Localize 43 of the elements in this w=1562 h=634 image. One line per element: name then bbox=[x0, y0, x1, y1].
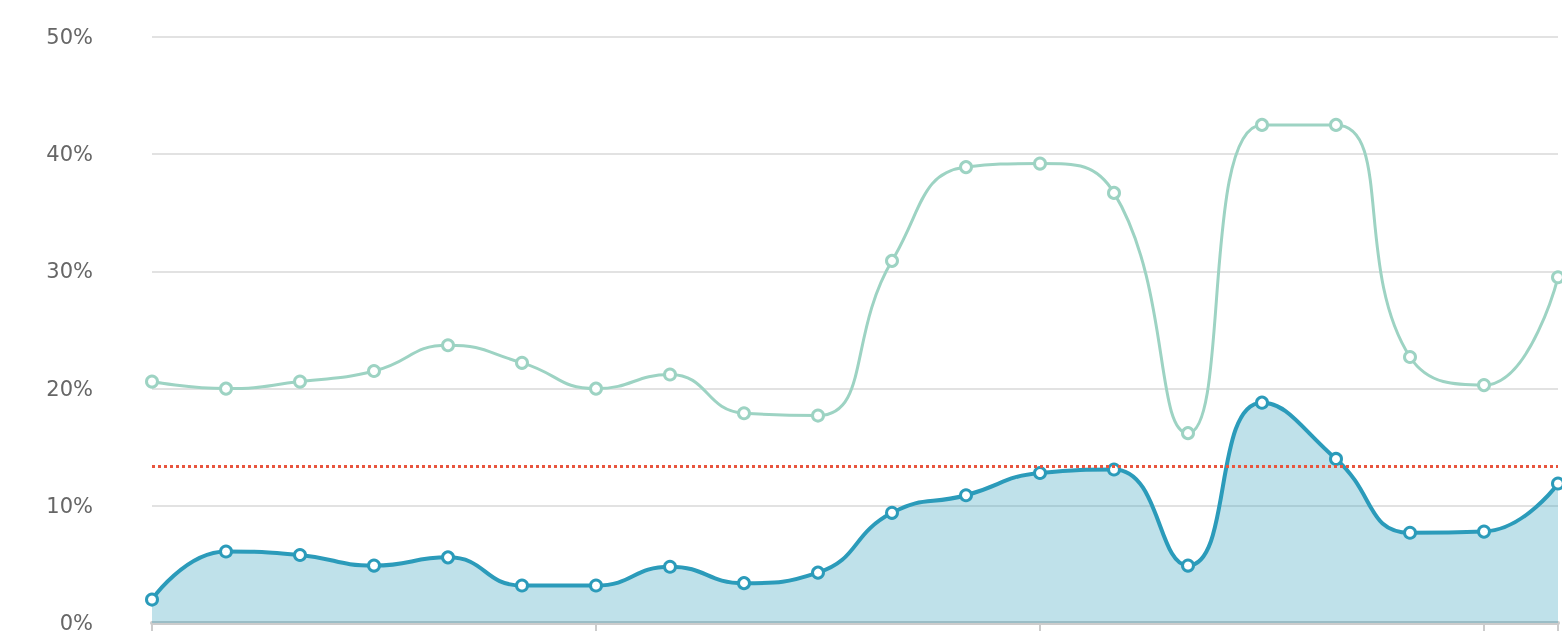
point bbox=[811, 408, 825, 423]
y-tick-label: 40% bbox=[46, 142, 93, 167]
point bbox=[1477, 378, 1491, 393]
point bbox=[441, 338, 455, 353]
point bbox=[1329, 117, 1343, 132]
point bbox=[145, 592, 159, 607]
point bbox=[737, 576, 751, 591]
point bbox=[1255, 117, 1269, 132]
point bbox=[515, 355, 529, 370]
point bbox=[589, 578, 603, 593]
point bbox=[1033, 156, 1047, 171]
y-tick-label: 0% bbox=[59, 611, 93, 634]
point bbox=[1107, 185, 1121, 200]
point bbox=[959, 488, 973, 503]
point bbox=[145, 374, 159, 389]
point bbox=[959, 160, 973, 175]
point bbox=[1329, 451, 1343, 466]
point bbox=[1181, 426, 1195, 441]
point bbox=[1033, 465, 1047, 480]
point bbox=[1403, 349, 1417, 364]
point bbox=[663, 367, 677, 382]
point bbox=[219, 381, 233, 396]
point bbox=[1181, 558, 1195, 573]
point bbox=[885, 253, 899, 268]
point bbox=[1403, 525, 1417, 540]
point bbox=[1255, 395, 1269, 410]
y-tick-label: 10% bbox=[46, 493, 93, 518]
point bbox=[885, 505, 899, 520]
point bbox=[515, 578, 529, 593]
point bbox=[367, 364, 381, 379]
point bbox=[663, 559, 677, 574]
y-tick-label: 20% bbox=[46, 376, 93, 401]
point bbox=[441, 550, 455, 565]
y-tick-label: 50% bbox=[46, 25, 93, 49]
point bbox=[219, 544, 233, 559]
point bbox=[589, 381, 603, 396]
y-tick-label: 30% bbox=[46, 259, 93, 284]
point bbox=[737, 406, 751, 421]
point bbox=[367, 558, 381, 573]
point bbox=[1477, 524, 1491, 539]
point bbox=[811, 565, 825, 580]
point bbox=[293, 548, 307, 563]
point bbox=[293, 374, 307, 389]
